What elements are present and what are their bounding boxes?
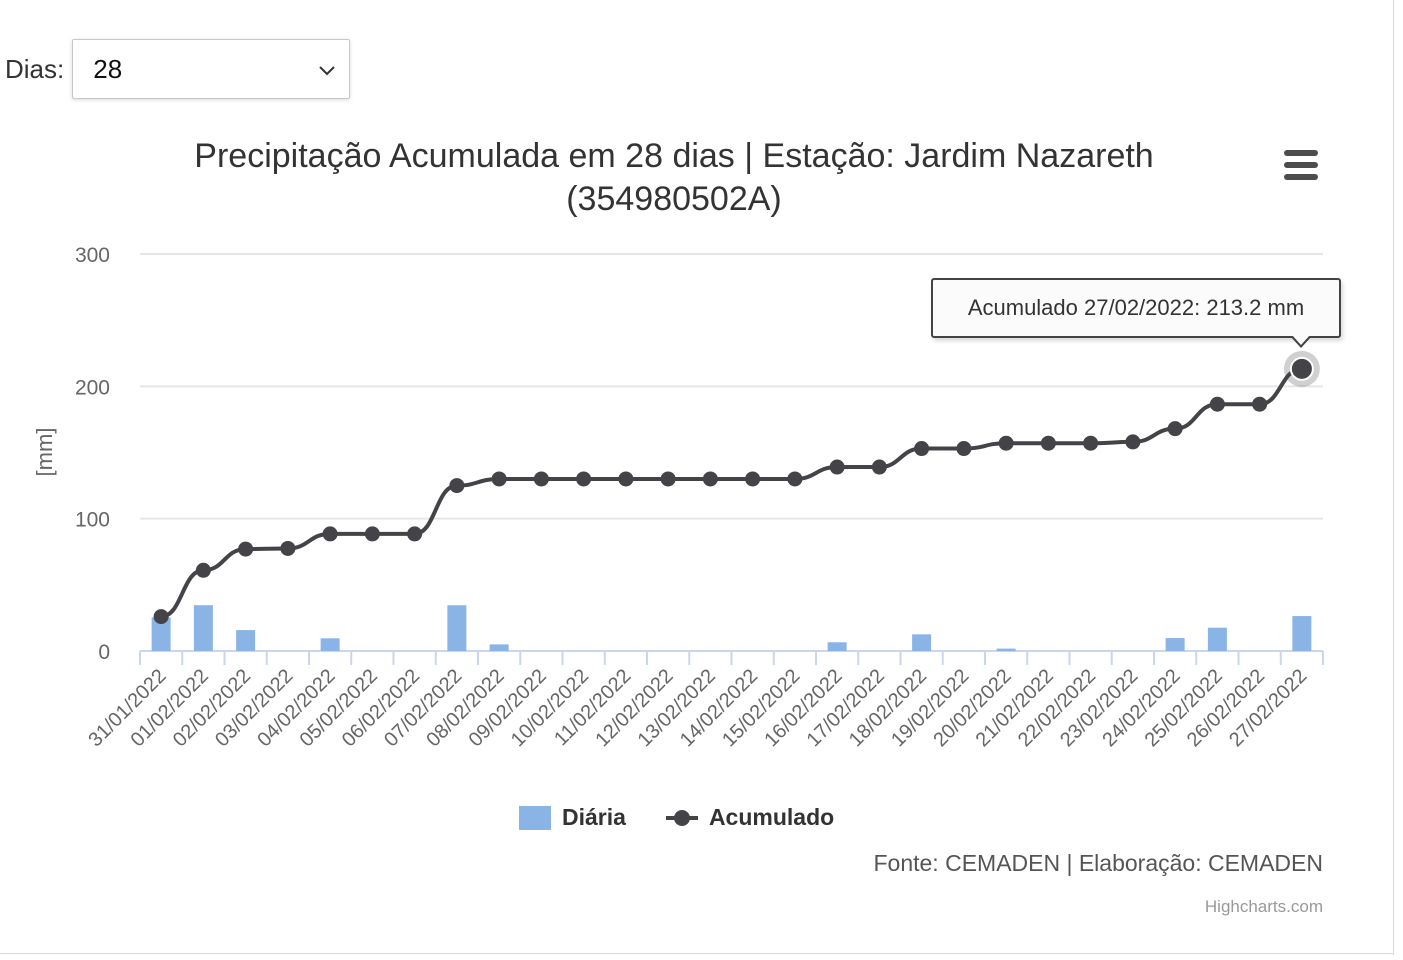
bar-diaria — [193, 605, 213, 651]
legend-item-acumulado[interactable]: Acumulado — [665, 804, 835, 831]
marker-acumulado-hover — [1289, 356, 1314, 381]
days-select[interactable]: 28 — [72, 39, 351, 99]
bar-diaria — [1165, 638, 1185, 651]
marker-acumulado — [238, 541, 254, 557]
y-tick-label: 0 — [98, 641, 110, 664]
marker-acumulado — [1125, 434, 1141, 450]
bar-diaria — [996, 648, 1016, 651]
card-border-right — [1393, 0, 1394, 955]
tooltip-text: Acumulado 27/02/2022: 213.2 mm — [967, 295, 1305, 320]
marker-acumulado — [618, 471, 634, 487]
bar-diaria — [1207, 627, 1227, 651]
legend-item-diaria[interactable]: Diária — [519, 804, 626, 831]
bar-diaria — [320, 638, 340, 651]
marker-acumulado — [829, 459, 845, 475]
y-tick-label: 200 — [75, 376, 110, 399]
bar-diaria — [151, 617, 171, 651]
marker-acumulado — [998, 435, 1014, 451]
marker-acumulado — [660, 471, 676, 487]
chart-title-line2: (354980502A) — [566, 180, 782, 218]
chart-tooltip: Acumulado 27/02/2022: 213.2 mm — [931, 278, 1341, 338]
marker-acumulado — [364, 526, 380, 542]
chart-menu-button[interactable] — [1280, 148, 1322, 182]
legend-line-swatch — [665, 806, 698, 830]
marker-acumulado — [871, 459, 887, 475]
bar-diaria — [236, 630, 256, 651]
marker-acumulado — [702, 471, 718, 487]
credits-source: Fonte: CEMADEN | Elaboração: CEMADEN — [873, 850, 1323, 876]
marker-acumulado — [914, 441, 930, 457]
card-border-bottom — [0, 953, 1394, 954]
marker-acumulado — [322, 526, 338, 542]
bar-diaria — [1292, 616, 1312, 651]
marker-acumulado — [1252, 396, 1268, 412]
legend-bar-swatch — [519, 805, 551, 830]
legend-label-diaria: Diária — [562, 804, 626, 830]
bar-diaria — [827, 642, 847, 651]
tooltip-pointer-inner — [1292, 335, 1310, 345]
marker-acumulado — [1083, 435, 1099, 451]
line-acumulado — [160, 366, 1303, 619]
credits-highcharts-link[interactable]: Highcharts.com — [1204, 897, 1323, 916]
marker-acumulado — [787, 471, 803, 487]
chart-title: Precipitação Acumulada em 28 dias | Esta… — [130, 135, 1218, 221]
marker-acumulado — [407, 526, 423, 542]
y-tick-label: 100 — [75, 509, 110, 532]
legend-label-acumulado: Acumulado — [708, 804, 835, 830]
marker-acumulado — [533, 471, 549, 487]
chart-title-line1: Precipitação Acumulada em 28 dias | Esta… — [194, 137, 1154, 175]
chevron-down-icon — [319, 66, 335, 76]
y-tick-label: 300 — [75, 244, 110, 267]
days-label: Dias: — [5, 53, 65, 84]
marker-acumulado — [576, 471, 592, 487]
marker-acumulado — [1167, 421, 1183, 437]
marker-acumulado — [449, 478, 465, 494]
days-select-value: 28 — [93, 53, 123, 84]
bar-diaria — [912, 634, 932, 651]
marker-acumulado — [745, 471, 761, 487]
bar-diaria — [447, 605, 467, 651]
marker-acumulado — [153, 609, 169, 625]
marker-acumulado — [1040, 435, 1056, 451]
chart-legend: Diária Acumulado — [519, 804, 834, 831]
bar-diaria — [489, 644, 509, 651]
marker-acumulado — [491, 471, 507, 487]
marker-acumulado — [1209, 396, 1225, 412]
marker-acumulado — [956, 441, 972, 457]
days-filter: Dias: 28 — [5, 38, 351, 100]
marker-acumulado — [280, 540, 296, 556]
marker-acumulado — [195, 562, 211, 578]
